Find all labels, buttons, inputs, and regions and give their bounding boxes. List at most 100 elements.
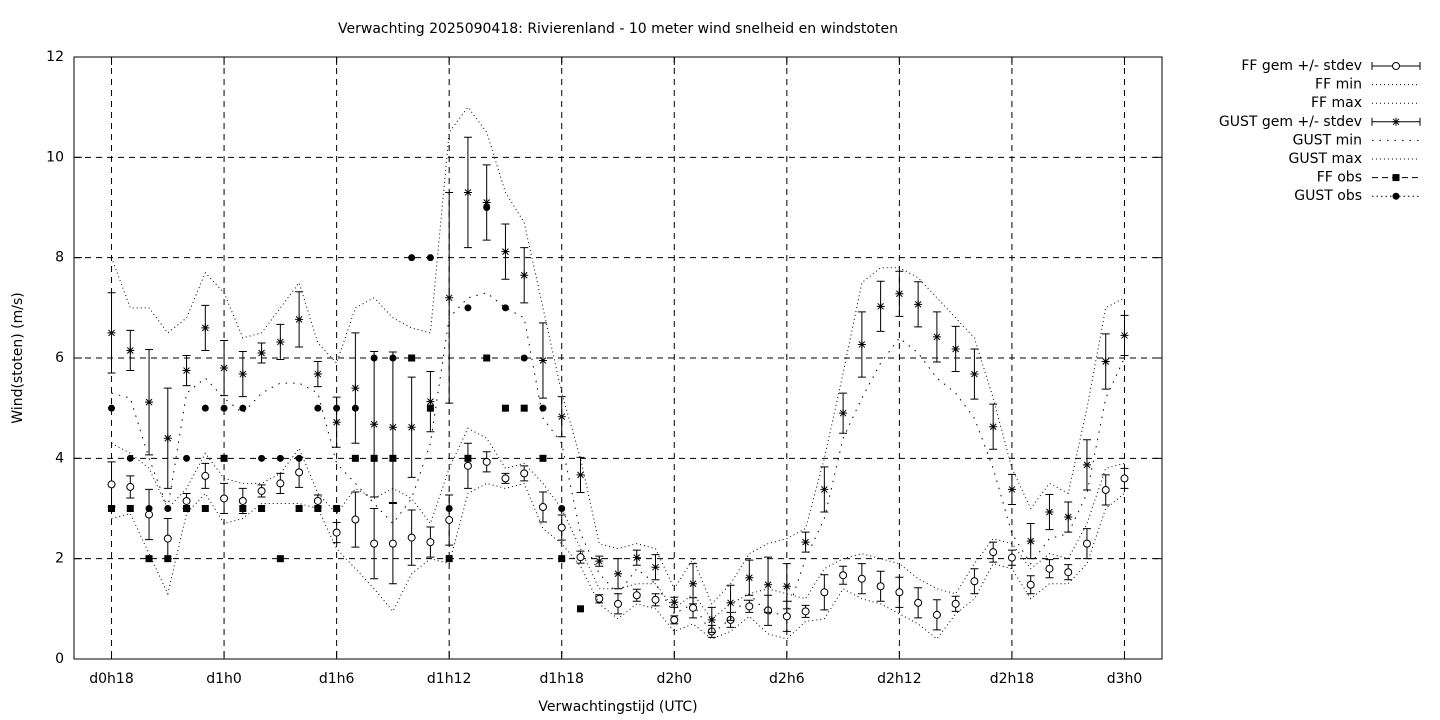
marker <box>745 602 754 611</box>
x-tick-label: d2h12 <box>877 671 921 687</box>
marker <box>670 615 679 624</box>
marker <box>163 534 172 543</box>
marker <box>276 479 285 488</box>
marker <box>313 370 322 379</box>
marker <box>989 422 998 431</box>
marker <box>501 304 509 312</box>
marker <box>126 505 134 512</box>
x-tick-label: d2h0 <box>656 671 692 687</box>
marker <box>426 538 435 547</box>
legend-cap <box>1371 62 1421 70</box>
marker <box>145 510 154 519</box>
marker <box>276 337 285 346</box>
marker <box>951 344 960 353</box>
marker <box>464 454 472 462</box>
marker <box>520 271 529 280</box>
marker <box>689 579 698 588</box>
marker <box>782 612 791 621</box>
marker <box>970 577 979 586</box>
x-tick-label: d0h18 <box>89 671 133 687</box>
marker <box>258 454 266 462</box>
marker <box>557 412 566 421</box>
marker <box>463 461 472 470</box>
marker <box>670 598 679 607</box>
marker <box>1120 331 1129 340</box>
marker <box>351 454 359 462</box>
y-tick-label: 0 <box>55 651 64 667</box>
marker <box>295 315 304 324</box>
marker <box>820 588 829 597</box>
marker <box>1082 460 1091 469</box>
marker <box>539 454 547 462</box>
marker <box>164 505 172 512</box>
marker <box>876 302 885 311</box>
marker <box>482 457 491 466</box>
marker <box>576 553 585 562</box>
marker <box>201 323 210 332</box>
marker <box>558 555 566 563</box>
marker <box>220 364 229 373</box>
marker <box>388 423 397 432</box>
legend-label: FF gem +/- stdev <box>1241 58 1362 74</box>
y-tick-label: 12 <box>46 49 64 65</box>
marker <box>332 418 341 427</box>
marker <box>220 494 229 503</box>
marker <box>295 505 303 512</box>
marker <box>164 555 172 563</box>
marker <box>970 370 979 379</box>
marker <box>989 548 998 557</box>
marker <box>426 404 434 412</box>
x-tick-label: d2h6 <box>769 671 805 687</box>
x-axis-label: Verwachtingstijd (UTC) <box>538 699 697 715</box>
marker <box>201 404 209 412</box>
marker <box>183 454 191 462</box>
marker <box>201 471 210 480</box>
marker <box>895 289 904 298</box>
marker <box>632 591 641 600</box>
marker <box>539 404 547 412</box>
marker <box>126 454 134 462</box>
marker <box>483 204 491 211</box>
marker <box>1082 539 1091 548</box>
marker <box>107 480 116 489</box>
marker <box>239 404 247 412</box>
marker <box>1007 485 1016 494</box>
marker <box>351 515 360 524</box>
marker <box>201 505 209 512</box>
marker <box>145 505 153 512</box>
x-tick-label: d1h12 <box>427 671 471 687</box>
marker <box>482 198 491 207</box>
marker <box>332 528 341 537</box>
marker <box>595 594 604 603</box>
marker <box>295 468 304 477</box>
y-tick-label: 8 <box>55 250 64 266</box>
marker <box>483 354 491 362</box>
marker <box>914 598 923 607</box>
marker <box>1026 537 1035 546</box>
marker <box>1026 580 1035 589</box>
marker <box>1007 553 1016 562</box>
marker <box>820 485 829 494</box>
y-tick-label: 10 <box>46 149 64 165</box>
y-tick-label: 6 <box>55 350 64 366</box>
marker <box>108 505 116 512</box>
marker <box>932 332 941 341</box>
marker <box>463 188 472 197</box>
legend-marker <box>1392 62 1400 70</box>
marker <box>351 384 360 393</box>
marker <box>145 398 154 407</box>
marker <box>764 580 773 589</box>
legend-marker <box>1392 192 1400 200</box>
marker <box>914 300 923 309</box>
marker <box>445 555 453 563</box>
marker <box>295 454 303 462</box>
x-tick-label: d1h18 <box>539 671 583 687</box>
x-tick-label: d1h6 <box>319 671 355 687</box>
marker <box>895 588 904 597</box>
marker <box>501 247 510 256</box>
marker <box>801 538 810 547</box>
marker <box>314 505 322 512</box>
marker <box>632 553 641 562</box>
marker <box>538 502 547 511</box>
marker <box>126 482 135 491</box>
